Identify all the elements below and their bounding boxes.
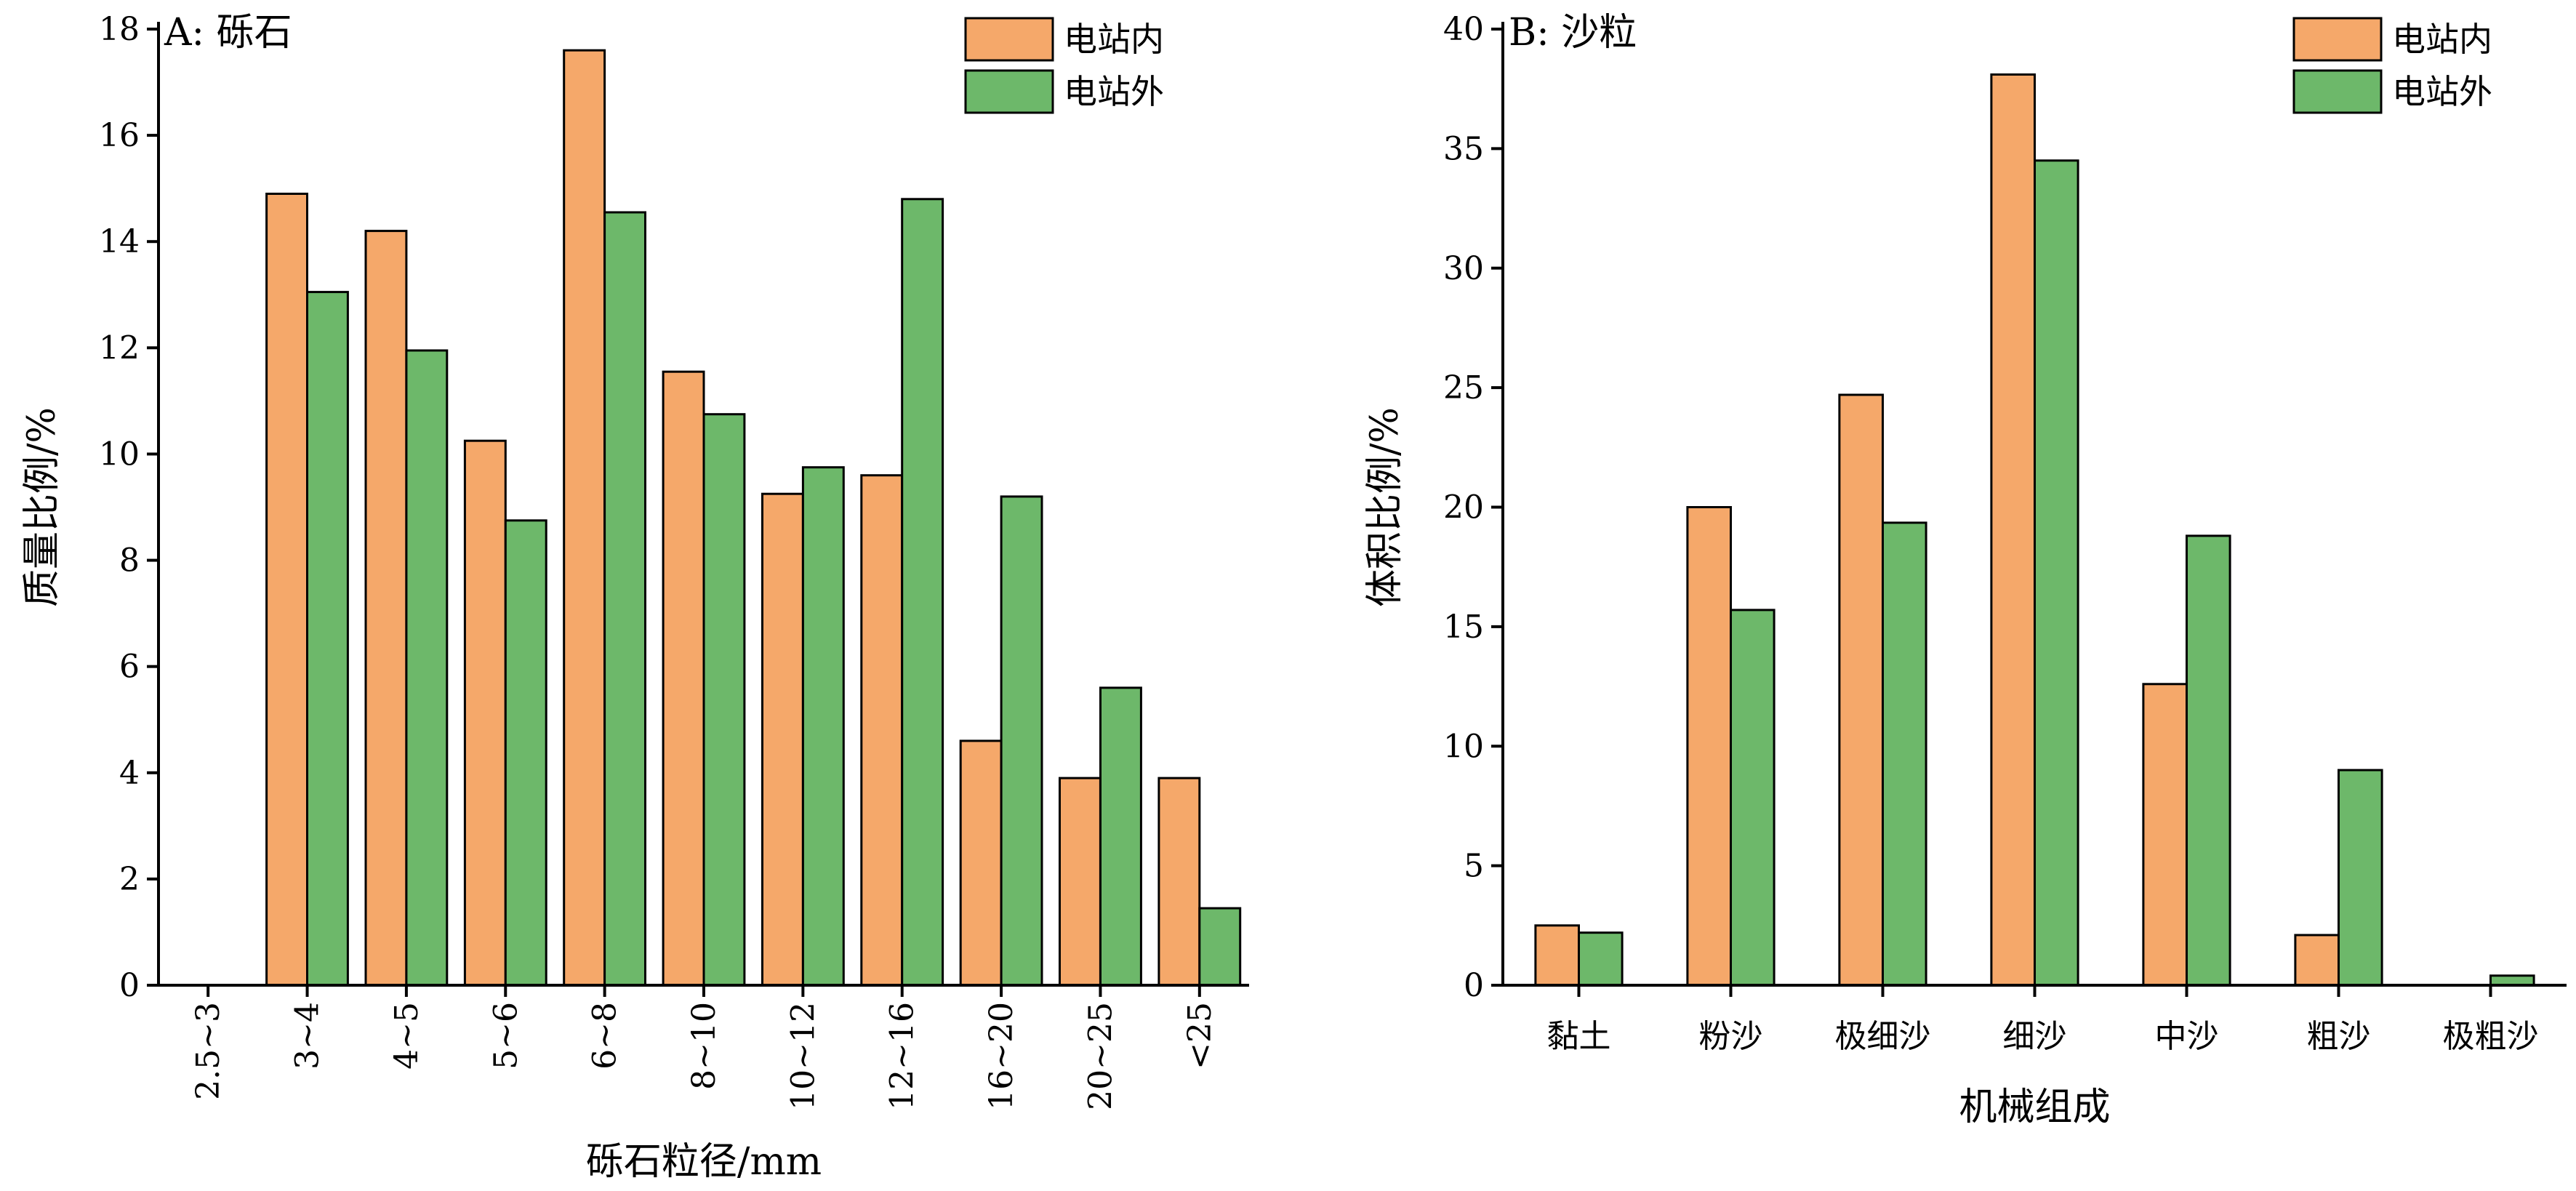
panel-b-title: B: 沙粒 [1509, 11, 1637, 55]
panel-a-bar-outside-5 [702, 413, 746, 987]
panel-a-bar-inside-1 [265, 193, 309, 987]
panel-b-y-tick-label-0: 0 [1464, 967, 1484, 1004]
panel-a-bar-outside-9 [1099, 686, 1142, 987]
panel-a-x-tick-label-1: 3~4 [289, 1002, 326, 1070]
panel-a-y-tick-label-9: 18 [99, 11, 140, 48]
panel-a-x-tick-label-9: 20~25 [1082, 1002, 1119, 1110]
panel-a-y-tick-label-4: 8 [119, 542, 140, 580]
panel-a-legend-swatch-outside [964, 69, 1054, 114]
panel-b-x-tick-label-2: 极细沙 [1835, 1018, 1931, 1055]
panel-a-x-tick-label-6: 10~12 [785, 1002, 822, 1110]
panel-a-y-tick-label-8: 16 [99, 117, 140, 154]
panel-a-y-tick-label-1: 2 [119, 861, 140, 898]
panel-a-legend-label-outside: 电站外 [1064, 72, 1164, 111]
panel-a-bar-inside-8 [959, 739, 1003, 987]
panel-a-x-tick-label-0: 2.5~3 [190, 1002, 227, 1100]
panel-b-y-tick-label-2: 10 [1443, 728, 1484, 765]
panel-a-legend-label-inside: 电站内 [1064, 20, 1164, 59]
panel-b-x-tick-label-1: 粉沙 [1699, 1018, 1763, 1055]
panel-b-bar-outside-4 [2186, 534, 2231, 987]
panel-a-bar-outside-1 [306, 291, 349, 987]
panel-b-y-tick-label-8: 40 [1443, 11, 1484, 48]
panel-b-legend-swatch-inside [2292, 17, 2383, 62]
panel-a-x-tick-label-10: <25 [1181, 1002, 1219, 1070]
panel-a-bar-outside-2 [405, 349, 449, 987]
panel-b-bar-inside-2 [1838, 393, 1884, 987]
panel-b-y-axis-title: 体积比例/% [1363, 407, 1407, 607]
panel-a-x-tick-label-4: 6~8 [587, 1002, 624, 1070]
panel-a-bar-outside-3 [504, 519, 547, 987]
panel-a-y-tick-label-2: 4 [119, 755, 140, 792]
panel-b-x-tick-label-3: 细沙 [2003, 1018, 2067, 1055]
panel-a-bar-outside-4 [603, 211, 646, 987]
panel-a-y-tick-label-5: 10 [99, 436, 140, 473]
panel-a-bar-inside-3 [463, 439, 507, 987]
panel-b-bar-inside-4 [2142, 683, 2188, 987]
panel-a-x-tick-label-5: 8~10 [686, 1002, 723, 1090]
panel-b-bar-outside-3 [2034, 159, 2079, 987]
panel-a-x-tick-label-2: 4~5 [388, 1002, 425, 1070]
panel-b-bar-inside-1 [1686, 506, 1732, 987]
panel-b-x-axis-title: 机械组成 [1959, 1086, 2110, 1129]
panel-a-y-tick-label-6: 12 [99, 329, 140, 366]
panel-b-bar-outside-2 [1882, 521, 1927, 987]
panel-b-bar-inside-3 [1990, 73, 2036, 987]
panel-b-y-tick-label-7: 35 [1443, 130, 1484, 167]
panel-a-bar-outside-8 [1000, 495, 1043, 987]
panel-a-x-tick-label-3: 5~6 [487, 1002, 524, 1070]
panel-a-bar-inside-6 [761, 492, 804, 987]
panel-a-bar-inside-5 [662, 370, 705, 987]
panel-a-y-axis-title: 质量比例/% [20, 407, 64, 607]
panel-a-bar-inside-10 [1157, 777, 1201, 987]
panel-a-bar-outside-7 [901, 198, 944, 987]
panel-b-bar-outside-1 [1730, 609, 1775, 987]
panel-a-x-tick-label-8: 16~20 [983, 1002, 1020, 1110]
panel-a-y-tick-label-3: 6 [119, 649, 140, 686]
panel-b-x-tick-label-0: 黏土 [1547, 1018, 1611, 1055]
panel-b-bar-outside-5 [2338, 769, 2383, 987]
panel-a-bar-outside-10 [1198, 907, 1242, 987]
panel-b-y-tick-label-3: 15 [1443, 609, 1484, 646]
panel-a-x-tick-label-7: 12~16 [884, 1002, 921, 1110]
panel-a-title: A: 砾石 [164, 11, 292, 55]
panel-a-bar-outside-6 [801, 466, 845, 987]
panel-a-bar-inside-4 [563, 49, 606, 987]
panel-a-y-tick-label-0: 0 [119, 967, 140, 1004]
panel-b-x-tick-label-6: 极粗沙 [2443, 1018, 2539, 1055]
panel-a-legend-swatch-inside [964, 17, 1054, 62]
panel-a-chart: A: 砾石 质量比例/% 砾石粒径/mm 电站内 电站外 0 2 4 6 8 10 12 14… [20, 11, 1249, 1184]
panel-a-bar-inside-7 [860, 474, 904, 987]
panel-b-x-tick-label-5: 粗沙 [2307, 1018, 2371, 1055]
panel-b-y-tick-label-6: 30 [1443, 250, 1484, 287]
panel-b-bar-outside-0 [1578, 931, 1624, 987]
panel-b-bar-inside-0 [1534, 924, 1580, 987]
panel-b-legend-label-inside: 电站内 [2392, 20, 2492, 59]
panel-b-y-tick-label-4: 20 [1443, 489, 1484, 526]
panel-a-y-tick-label-7: 14 [99, 223, 140, 260]
panel-a-x-axis-title: 砾石粒径/mm [586, 1140, 822, 1184]
panel-b-y-tick-label-1: 5 [1464, 848, 1484, 885]
panel-b-legend-label-outside: 电站外 [2392, 72, 2492, 111]
panel-a-bar-inside-9 [1059, 777, 1102, 987]
panel-b-legend-swatch-outside [2292, 69, 2383, 114]
panel-b-chart: B: 沙粒 体积比例/% 机械组成 电站内 电站外 0 5 10 15 20 25 30 35… [1363, 11, 2567, 1129]
panel-b-bar-inside-5 [2294, 934, 2340, 987]
panel-b-x-tick-label-4: 中沙 [2155, 1018, 2219, 1055]
panel-b-y-tick-label-5: 25 [1443, 369, 1484, 406]
panel-a-bar-inside-2 [364, 230, 408, 987]
